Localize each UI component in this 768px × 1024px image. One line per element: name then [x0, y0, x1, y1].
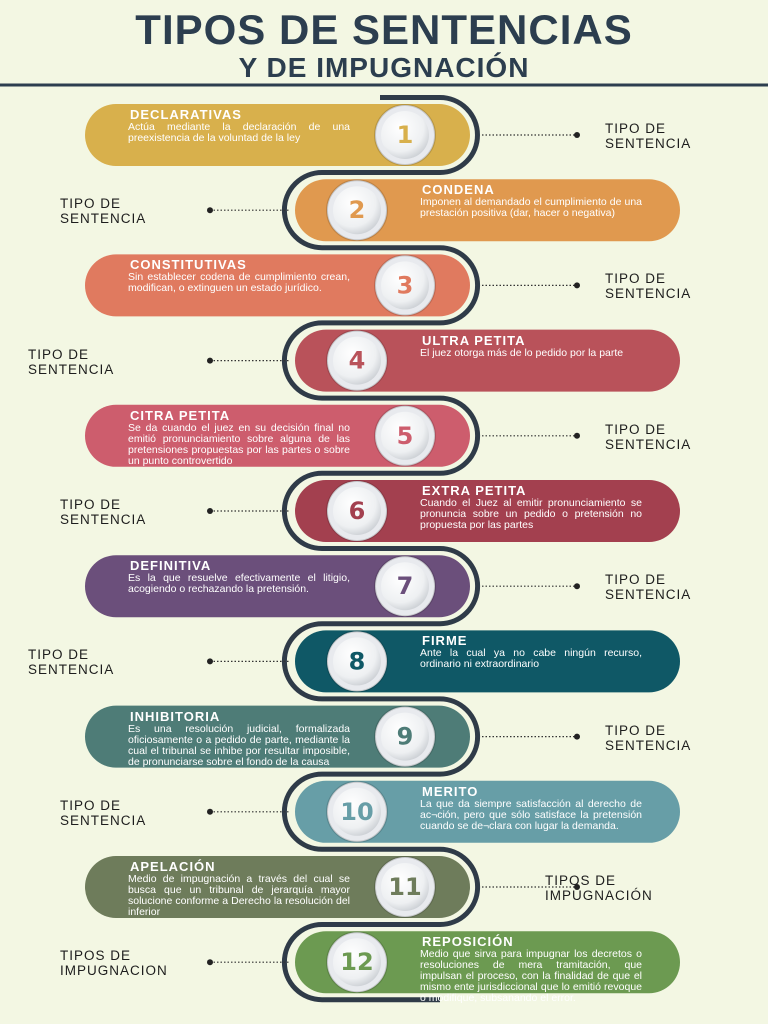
item-title: CONDENA	[422, 182, 495, 198]
item-number: 3	[397, 271, 414, 299]
pill	[85, 705, 470, 768]
number-circle	[333, 787, 381, 836]
item-title: DEFINITIVA	[130, 558, 212, 574]
item-text: Cuando el Juez al emitir pronunciamiento…	[420, 497, 642, 531]
number-circle	[381, 562, 429, 611]
pill	[295, 179, 680, 242]
leader-dot	[574, 733, 580, 740]
side-label: TIPO DE SENTENCIA	[28, 647, 115, 678]
side-label: TIPO DE SENTENCIA	[605, 271, 692, 302]
item-title: FIRME	[422, 633, 468, 649]
number-circle	[333, 186, 381, 235]
leader-dot	[574, 132, 580, 138]
side-label: TIPO DE SENTENCIA	[605, 722, 692, 753]
item-text: Es una resolución judicial, formalizada …	[128, 722, 350, 768]
leader-dot	[207, 357, 213, 364]
subtitle: Y DE IMPUGNACIÓN	[238, 52, 530, 83]
side-label: TIPO DE SENTENCIA	[28, 346, 115, 377]
number-circle	[381, 111, 429, 159]
item-text: Es la que resuelve efectivamente el liti…	[128, 572, 350, 596]
pill	[295, 329, 680, 392]
item-title: DECLARATIVAS	[130, 107, 242, 122]
number-circle	[333, 637, 381, 686]
item-text: Se da cuando el juez en su decisión fina…	[128, 421, 350, 467]
leader-dot	[207, 658, 213, 665]
item-number: 9	[397, 723, 414, 751]
pill	[85, 254, 470, 317]
side-label: TIPO DE SENTENCIA	[605, 121, 692, 151]
number-circle	[381, 411, 429, 460]
item-title: CONSTITUTIVAS	[130, 257, 247, 273]
leader-dot	[574, 282, 580, 289]
pill	[295, 931, 680, 994]
number-circle	[333, 336, 381, 385]
item-title: CITRA PETITA	[130, 407, 231, 423]
pill	[295, 480, 680, 542]
item-number: 4	[349, 347, 366, 375]
item-text: Medio que sirva para impugnar los decret…	[420, 948, 642, 1005]
item-text: El juez otorga más de lo pedido por la p…	[420, 346, 624, 359]
item-title: EXTRA PETITA	[422, 483, 527, 498]
side-label: TIPO DE SENTENCIA	[605, 421, 692, 452]
number-circle	[333, 487, 381, 535]
pill	[295, 780, 680, 843]
item-number: 1	[397, 121, 414, 149]
side-label: TIPO DE SENTENCIA	[605, 572, 692, 603]
side-label: TIPO DE SENTENCIA	[60, 797, 147, 828]
item-number: 6	[349, 497, 366, 525]
number-circle	[333, 938, 381, 987]
side-label: TIPO DE SENTENCIA	[60, 196, 147, 227]
item-text: Imponen al demandado el cumplimiento de …	[420, 196, 642, 220]
leader-dot	[207, 508, 213, 514]
item-title: APELACIÓN	[130, 859, 216, 874]
number-circle	[381, 863, 429, 911]
number-circle	[381, 261, 429, 310]
pill	[85, 856, 470, 918]
pill	[85, 404, 470, 467]
leader-dot	[574, 583, 580, 590]
item-text: Medio de impugnación a través del cual s…	[128, 873, 350, 918]
connector-line	[281, 95, 481, 1003]
item-text: Sin establecer codena de cumplimiento cr…	[128, 271, 350, 295]
item-number: 5	[397, 422, 414, 450]
pill	[85, 104, 470, 166]
item-number: 7	[397, 572, 414, 600]
item-text: Ante la cual ya no cabe ningún recurso, …	[420, 647, 642, 671]
item-title: ULTRA PETITA	[422, 332, 526, 348]
side-label: TIPOS DE IMPUGNACION	[60, 948, 168, 979]
item-title: INHIBITORIA	[130, 708, 221, 724]
item-title: MERITO	[422, 783, 479, 799]
item-text: La que da siempre satisfacción al derech…	[420, 797, 642, 832]
item-number: 2	[349, 196, 366, 224]
pill	[85, 555, 470, 618]
leader-dot	[574, 884, 580, 890]
item-number: 10	[340, 798, 373, 826]
pill	[295, 630, 680, 693]
number-circle	[381, 712, 429, 761]
leader-dot	[207, 207, 213, 214]
leader-dot	[207, 808, 213, 815]
item-number: 11	[388, 873, 421, 901]
title: TIPOS DE SENTENCIAS	[135, 6, 633, 53]
side-label: TIPOS DE IMPUGNACIÓN	[545, 873, 653, 903]
leader-dot	[574, 432, 580, 439]
item-number: 8	[349, 647, 366, 675]
leader-dot	[207, 959, 213, 966]
item-number: 12	[340, 948, 373, 976]
item-title: REPOSICIÓN	[422, 934, 514, 950]
item-text: Actúa mediante la declaración de una pre…	[128, 121, 350, 144]
side-label: TIPO DE SENTENCIA	[60, 497, 147, 527]
